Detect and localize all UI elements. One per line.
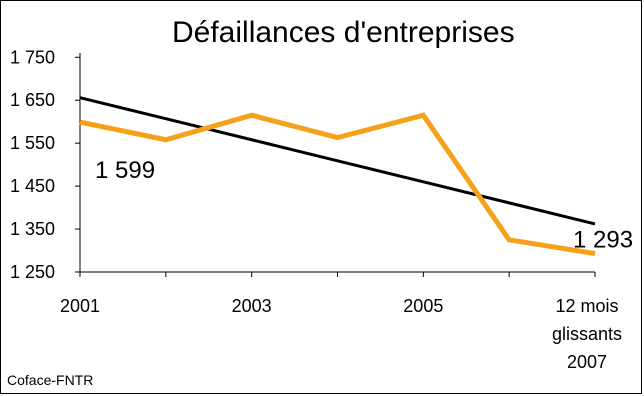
- y-tick-label: 1 450: [10, 176, 55, 196]
- y-tick-label: 1 350: [10, 219, 55, 239]
- data-label: 1 293: [573, 227, 633, 254]
- data-label: 1 599: [95, 157, 155, 184]
- x-tick-label: 12 mois glissants 2007: [552, 296, 622, 372]
- y-tick-label: 1 750: [10, 47, 55, 67]
- x-tick-label: 2005: [403, 296, 443, 316]
- y-tick-label: 1 550: [10, 133, 55, 153]
- failures-line: [79, 112, 596, 257]
- source-label: Coface-FNTR: [7, 372, 94, 388]
- y-tick-label: 1 250: [10, 262, 55, 282]
- chart-title: Défaillances d'entreprises: [172, 16, 515, 49]
- trend-line: [79, 96, 596, 226]
- x-tick-label: 2001: [60, 296, 100, 316]
- y-tick-label: 1 650: [10, 90, 55, 110]
- x-tick-label: 2003: [232, 296, 272, 316]
